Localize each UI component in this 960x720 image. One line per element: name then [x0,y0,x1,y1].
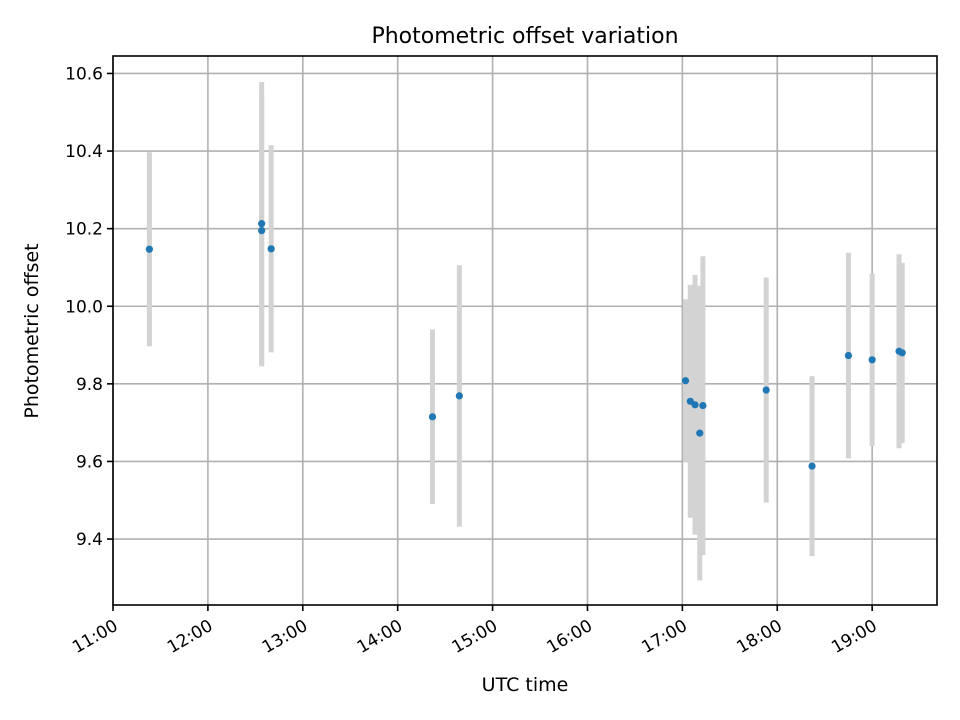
data-point [455,392,463,400]
chart-title: Photometric offset variation [371,24,678,49]
y-tick-label: 10.4 [65,142,103,162]
y-tick-label: 9.8 [76,375,103,395]
data-point [808,462,816,470]
x-tick-label: 14:00 [354,616,406,658]
plot-frame [112,55,938,606]
data-point [868,356,876,364]
x-tick-label: 16:00 [544,616,596,658]
data-point [145,245,153,253]
data-point [699,401,707,410]
x-tick-label: 12:00 [164,616,216,658]
data-point [267,245,275,253]
y-axis-label: Photometric offset [21,243,43,418]
data-point [258,226,266,235]
y-tick-label: 10.2 [65,220,103,240]
data-point [898,349,906,357]
data-point [762,386,770,394]
errorbar-layer [146,81,905,581]
y-tick-label: 9.6 [76,452,103,472]
point-layer [145,220,906,470]
tick-layer: 11:00 12:00 13:00 14:00 15:00 16:00 17:00 18:00… [65,64,881,657]
data-point [428,413,437,421]
data-point [681,377,690,385]
x-tick-label: 18:00 [733,616,785,658]
data-point [691,401,699,409]
x-axis-label: UTC time [482,674,569,696]
x-tick-label: 15:00 [449,616,501,658]
data-point [258,220,266,228]
data-point [844,351,853,360]
y-tick-label: 9.4 [76,530,103,550]
x-tick-label: 11:00 [69,616,121,658]
x-tick-label: 13:00 [259,616,311,658]
x-tick-label: 19:00 [828,616,880,658]
grid-layer [112,56,937,605]
data-point [696,429,704,437]
x-tick-label: 17:00 [638,616,690,658]
y-tick-label: 10.0 [65,297,103,317]
y-tick-label: 10.6 [65,64,103,84]
